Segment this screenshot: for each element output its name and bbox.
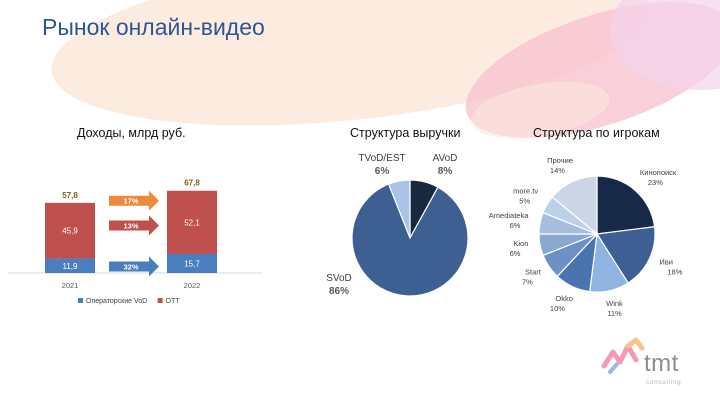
tmt-consulting-logo: tmt consulting	[600, 336, 710, 396]
pie-label-name: Кинопоиск	[640, 168, 677, 177]
growth-arrow	[109, 190, 159, 211]
pie-label-value: 11%	[607, 309, 622, 318]
x-tick-label: 2022	[184, 281, 201, 290]
logo-name: tmt	[644, 350, 679, 377]
bar-total-label: 67,8	[184, 179, 200, 188]
pie-label-name: TVoD/EST	[358, 153, 405, 164]
pie-label-value: 7%	[522, 278, 533, 287]
pie-label-value: 8%	[438, 166, 453, 177]
growth-arrow-label: 32%	[123, 263, 138, 272]
players-structure-title: Структура по игрокам	[533, 126, 660, 140]
pie-label-name: Иви	[659, 257, 673, 266]
pie-label-name: Прочие	[547, 156, 573, 165]
pie-label-value: 86%	[329, 286, 349, 297]
pie-label-name: Okko	[555, 294, 573, 303]
deco-peach-small	[470, 81, 610, 139]
pie-slice-tvod-est	[387, 179, 411, 239]
pie-label-name: Amediateka	[489, 211, 529, 220]
pie-label-value: 6%	[375, 166, 390, 177]
revenue-structure-pie: AVoD 8% SVoD 86% TVoD/EST 6%	[326, 153, 469, 297]
pie-label-value: 14%	[550, 166, 565, 175]
pie-label-name: Start	[525, 268, 542, 277]
legend-swatch	[157, 298, 163, 303]
revenue-structure-title: Структура выручки	[350, 126, 461, 140]
pie-label-name: SVoD	[326, 273, 352, 284]
logo-mark-icon	[601, 337, 645, 374]
growth-arrow	[109, 215, 159, 236]
deco-lilac-blob	[610, 0, 720, 90]
pie-label-name: AVoD	[433, 153, 458, 164]
pie-slice-иви	[595, 226, 656, 284]
bar-ott-2021	[45, 202, 95, 259]
logo-subtitle: consulting	[646, 379, 682, 386]
bar-vod-label: 15,7	[184, 259, 200, 268]
bar-ott-label: 45,9	[62, 227, 78, 236]
pie-label-value: 5%	[519, 196, 530, 205]
bar-ott-label: 52,1	[184, 218, 200, 227]
revenue-bar-chart: 11,9 45,9 57,8 2021 15,7 52,1 67,8 2022 17% 13% 32…	[8, 179, 262, 305]
pie-label-name: Kion	[513, 239, 528, 248]
bar-vod-label: 11,9	[63, 262, 79, 271]
pie-label-name: Wink	[606, 299, 623, 308]
pie-slice-svod	[351, 183, 469, 297]
pie-label-value: 18%	[667, 267, 682, 276]
legend-label: Операторские VoD	[86, 298, 147, 305]
pie-label-value: 6%	[510, 221, 521, 230]
pie-label-name: more.tv	[513, 186, 538, 195]
page-title: Рынок онлайн-видео	[42, 14, 265, 40]
legend-label: OTT	[166, 298, 181, 305]
growth-arrow-label: 17%	[123, 197, 138, 206]
pie-slice-прочие	[551, 175, 598, 236]
bar-vod-2022	[167, 253, 217, 273]
growth-arrow	[109, 256, 159, 277]
pie-slice-кинопоиск	[596, 175, 656, 235]
pie-label-value: 23%	[648, 178, 663, 187]
pie-label-value: 10%	[550, 304, 565, 313]
pie-label-value: 6%	[510, 249, 521, 258]
bar-vod-2021	[45, 258, 95, 273]
x-tick-label: 2021	[62, 281, 79, 290]
revenue-chart-title: Доходы, млрд руб.	[77, 126, 186, 140]
bar-ott-2022	[167, 190, 217, 254]
bar-total-label: 57,8	[62, 191, 78, 200]
growth-arrow-label: 13%	[123, 222, 138, 231]
legend-swatch	[78, 298, 83, 303]
